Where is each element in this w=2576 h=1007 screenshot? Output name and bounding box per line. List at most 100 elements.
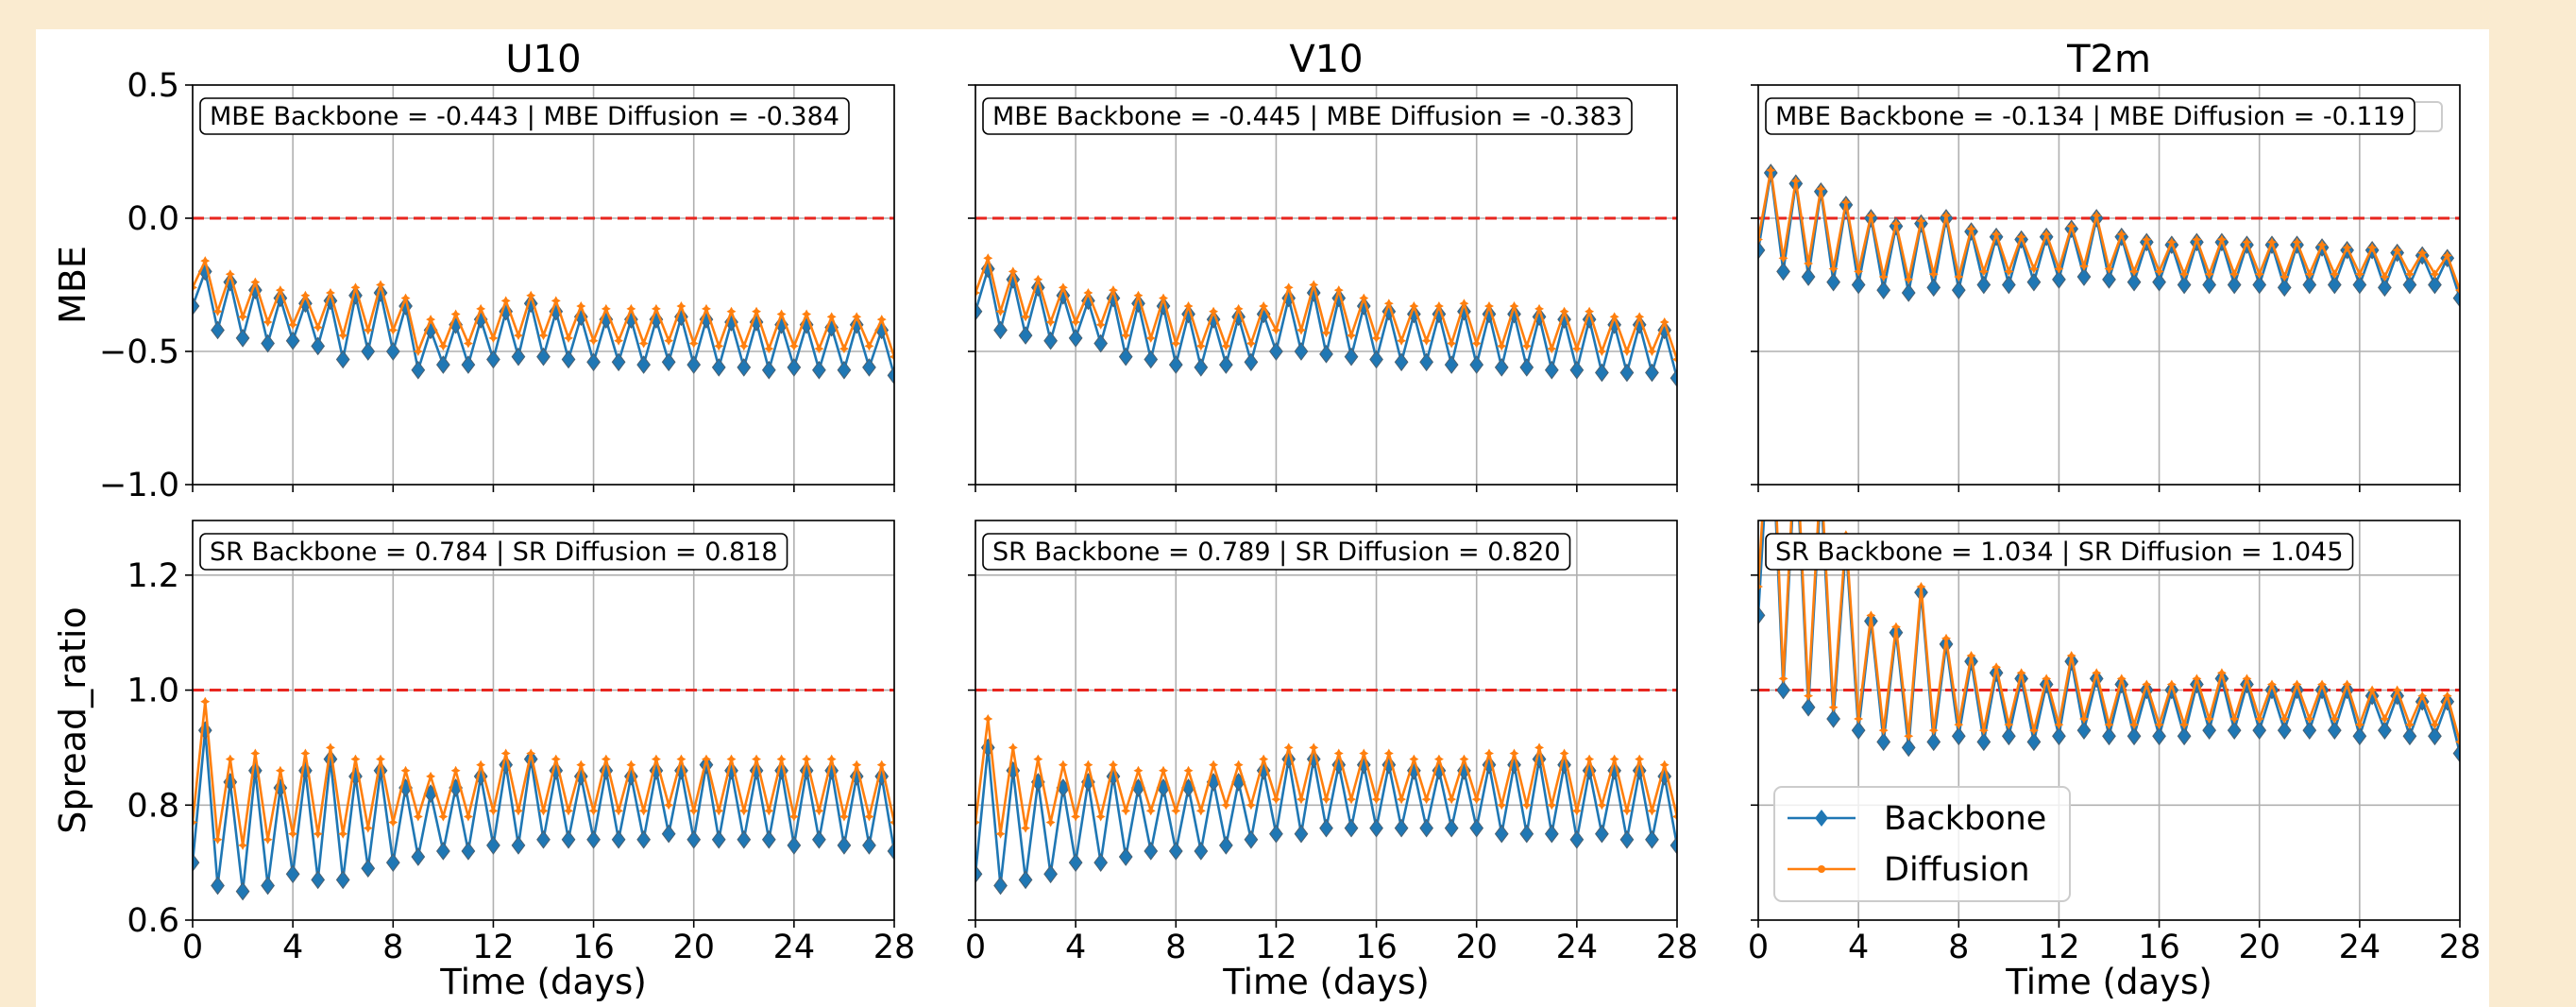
marker <box>661 824 676 844</box>
marker <box>776 309 787 319</box>
marker <box>325 287 335 298</box>
marker <box>975 864 983 884</box>
legend: Backbone Diffusion <box>1773 786 2071 902</box>
marker <box>1218 836 1233 855</box>
marker <box>2352 275 2367 295</box>
marker <box>2216 668 2227 678</box>
y-axis-label: Spread_ratio <box>52 606 93 833</box>
marker <box>361 342 376 361</box>
marker <box>1916 581 1926 591</box>
marker <box>837 360 852 380</box>
marker <box>438 341 449 351</box>
marker <box>300 290 311 300</box>
annotation-box <box>1765 533 2354 571</box>
marker <box>2227 721 2242 740</box>
marker <box>1509 301 1519 312</box>
marker <box>1619 829 1635 849</box>
marker <box>1209 306 1219 316</box>
marker <box>814 806 824 816</box>
marker <box>1976 275 1991 295</box>
marker <box>1890 622 1901 632</box>
marker <box>1494 824 1509 844</box>
x-tick-label: 4 <box>1065 929 1086 966</box>
marker <box>1672 811 1677 822</box>
marker <box>2016 231 2026 242</box>
x-tick-label: 28 <box>873 929 916 966</box>
marker <box>1121 331 1131 341</box>
marker <box>776 754 787 764</box>
marker <box>1294 342 1309 361</box>
marker <box>1483 301 1494 312</box>
marker <box>2154 720 2164 730</box>
marker <box>2177 275 2192 295</box>
marker <box>1068 329 1083 348</box>
marker <box>536 347 551 367</box>
panel: T2m MBE Backbone = -0.134 | MBE Diffusion… <box>1751 38 2461 492</box>
marker <box>711 829 726 849</box>
marker <box>1095 811 1106 822</box>
marker <box>225 269 235 280</box>
marker <box>1571 806 1582 816</box>
marker <box>1347 794 1357 805</box>
marker <box>1672 354 1677 365</box>
marker <box>1497 341 1507 351</box>
marker <box>1571 344 1582 354</box>
marker <box>752 306 762 316</box>
y-tick-label: 0.6 <box>127 902 179 940</box>
marker <box>335 350 350 369</box>
marker <box>413 811 423 822</box>
marker <box>586 829 601 849</box>
marker <box>2166 237 2177 247</box>
marker <box>1544 824 1559 844</box>
marker <box>193 817 197 828</box>
marker <box>1183 765 1194 776</box>
legend-marker <box>1818 865 1825 873</box>
marker <box>200 256 211 266</box>
marker <box>1876 281 1891 299</box>
plot-area <box>1758 521 2460 763</box>
x-tick-label: 24 <box>773 929 816 966</box>
marker <box>2192 234 2202 245</box>
marker <box>275 765 285 776</box>
marker <box>564 333 574 343</box>
marker <box>435 355 450 374</box>
marker <box>852 312 862 322</box>
marker <box>975 301 983 321</box>
marker <box>1171 806 1181 816</box>
marker <box>852 760 862 770</box>
marker <box>2279 713 2290 724</box>
marker <box>1459 754 1469 764</box>
marker <box>2001 275 2016 295</box>
marker <box>2266 237 2277 247</box>
marker <box>1447 794 1457 805</box>
marker <box>737 829 752 849</box>
marker <box>1447 338 1457 349</box>
marker <box>486 836 500 855</box>
marker <box>311 336 326 356</box>
marker <box>1534 303 1545 314</box>
annotation: MBE Backbone = -0.443 | MBE Diffusion = … <box>210 102 839 131</box>
marker <box>1951 726 1966 746</box>
marker <box>2392 245 2402 255</box>
marker <box>2430 269 2440 280</box>
marker <box>2392 685 2402 695</box>
marker <box>1521 800 1532 811</box>
marker <box>1394 818 1409 838</box>
marker <box>2142 234 2152 245</box>
plot-area <box>193 696 894 901</box>
marker <box>2354 269 2364 280</box>
marker <box>1233 760 1244 770</box>
marker <box>975 287 980 298</box>
marker <box>2378 721 2392 740</box>
marker <box>2177 726 2192 746</box>
marker <box>890 351 894 362</box>
marker <box>2078 261 2089 271</box>
marker <box>1371 794 1381 805</box>
panel: Time (days) 0 4 8 12 16 20 24 28 SR Backbone = 0.… <box>965 520 1698 1002</box>
annotation-box <box>1765 97 2415 135</box>
marker <box>2129 266 2140 277</box>
marker <box>588 806 599 816</box>
marker <box>1890 218 1901 229</box>
marker <box>802 309 812 319</box>
marker <box>2254 269 2264 280</box>
